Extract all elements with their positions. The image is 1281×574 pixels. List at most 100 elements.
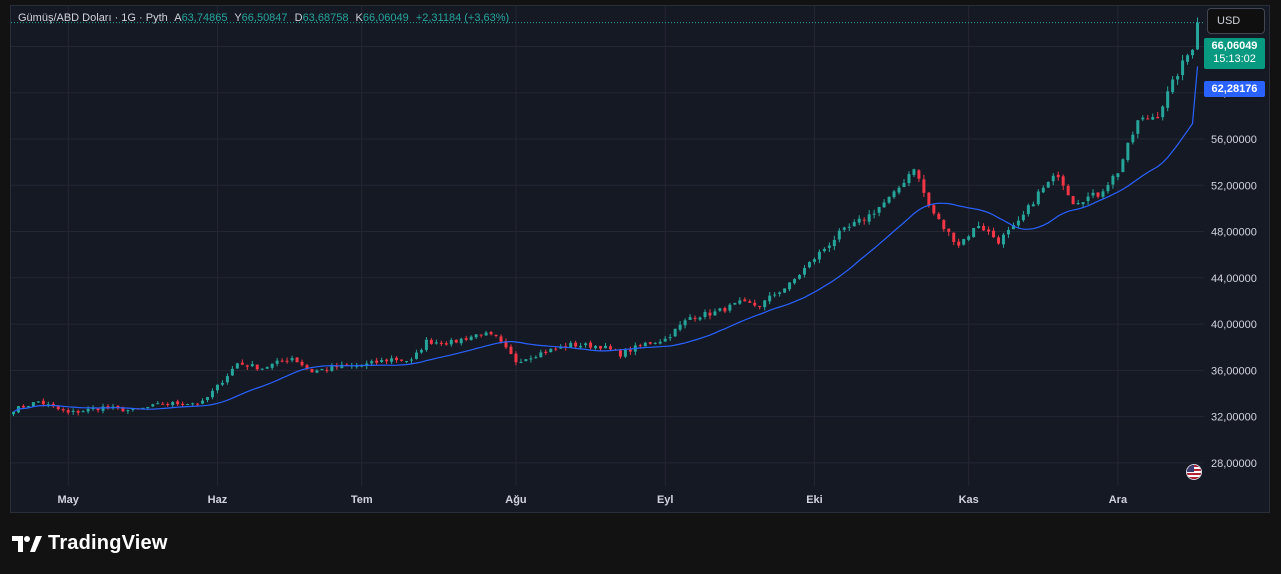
candle-body <box>708 312 712 316</box>
candle-body <box>817 251 821 260</box>
candle-body <box>912 169 916 176</box>
candle-body <box>1026 205 1030 215</box>
candle-body <box>673 328 677 337</box>
candle-body <box>768 295 772 302</box>
candle-body <box>753 302 757 306</box>
candle-body <box>773 294 777 296</box>
y-tick-label: 44,00000 <box>1211 273 1257 285</box>
candle-body <box>424 339 428 350</box>
candle-body <box>76 410 80 413</box>
candle-body <box>957 241 961 246</box>
candle-body <box>902 182 906 187</box>
candle-body <box>429 339 433 344</box>
close-value: 66,06049 <box>362 12 409 24</box>
candle-body <box>176 401 180 405</box>
candle-body <box>1081 202 1085 205</box>
brand[interactable]: TradingView <box>12 532 168 555</box>
candle-body <box>544 351 548 354</box>
candle-body <box>1056 174 1060 178</box>
candle-body <box>832 239 836 247</box>
us-flag-icon[interactable] <box>1186 464 1202 480</box>
candle-body <box>574 342 578 347</box>
candle-body <box>1191 49 1195 56</box>
candle-body <box>315 370 319 373</box>
candle-body <box>648 342 652 344</box>
candle-body <box>1126 142 1130 161</box>
candle-body <box>191 403 195 405</box>
candle-body <box>504 341 508 348</box>
y-tick-label: 28,00000 <box>1211 458 1257 470</box>
candle-body <box>842 227 846 230</box>
candle-body <box>952 232 956 242</box>
candle-body <box>862 219 866 221</box>
candle-body <box>618 350 622 357</box>
candle-body <box>1101 191 1105 197</box>
candle-body <box>464 338 468 340</box>
candle-body <box>867 214 871 222</box>
candle-body <box>982 225 986 231</box>
candle-body <box>594 345 598 349</box>
candle-body <box>11 411 15 415</box>
candle-body <box>663 338 667 342</box>
candle-body <box>479 334 483 336</box>
candle-body <box>1176 76 1180 80</box>
x-tick-label: Haz <box>208 494 228 506</box>
candle-body <box>255 364 259 370</box>
candle-body <box>519 361 523 363</box>
candle-body <box>1036 191 1040 205</box>
candle-body <box>932 205 936 214</box>
candle-body <box>1061 176 1065 186</box>
x-tick-label: Ara <box>1109 494 1128 506</box>
candle-body <box>534 357 538 359</box>
candle-body <box>947 228 951 232</box>
candle-body <box>265 367 269 369</box>
candle-body <box>230 368 234 376</box>
candle-body <box>678 324 682 330</box>
candle-body <box>474 334 478 338</box>
candle-body <box>972 228 976 238</box>
candle-body <box>837 230 841 240</box>
candle-body <box>275 360 279 364</box>
candle-body <box>1136 120 1140 134</box>
x-tick-label: Kas <box>959 494 979 506</box>
candle-body <box>897 187 901 193</box>
candle-body <box>643 342 647 347</box>
tradingview-logo-icon <box>12 535 42 552</box>
candle-body <box>579 345 583 348</box>
candle-body <box>628 349 632 352</box>
candle-body <box>220 382 224 385</box>
candle-body <box>1141 117 1145 120</box>
currency-button[interactable]: USD <box>1207 8 1265 34</box>
candle-body <box>1051 175 1055 182</box>
candle-body <box>206 397 210 401</box>
candle-body <box>743 299 747 302</box>
candle-body <box>484 332 488 336</box>
candle-body <box>186 404 190 406</box>
candle-body <box>245 365 249 367</box>
candle-body <box>101 406 105 411</box>
candle-body <box>977 226 981 229</box>
candle-body <box>325 369 329 371</box>
candle-body <box>703 311 707 317</box>
bar-countdown: 15:13:02 <box>1213 53 1256 65</box>
candle-body <box>300 361 304 366</box>
candle-body <box>827 245 831 248</box>
candle-body <box>1031 204 1035 207</box>
candle-body <box>459 338 463 344</box>
change-value: +2,31184 (+3,63%) <box>415 12 510 24</box>
candle-body <box>514 353 518 363</box>
candle-body <box>1196 22 1200 50</box>
candle-body <box>509 346 513 354</box>
candle-body <box>370 361 374 364</box>
candle-body <box>56 406 60 410</box>
candle-body <box>375 360 379 363</box>
candle-body <box>892 191 896 198</box>
candle-body <box>559 346 563 349</box>
candle-body <box>807 261 811 268</box>
candle-body <box>46 404 50 406</box>
candle-body <box>156 403 160 405</box>
candle-body <box>658 341 662 344</box>
chart-panel[interactable] <box>10 5 1270 513</box>
